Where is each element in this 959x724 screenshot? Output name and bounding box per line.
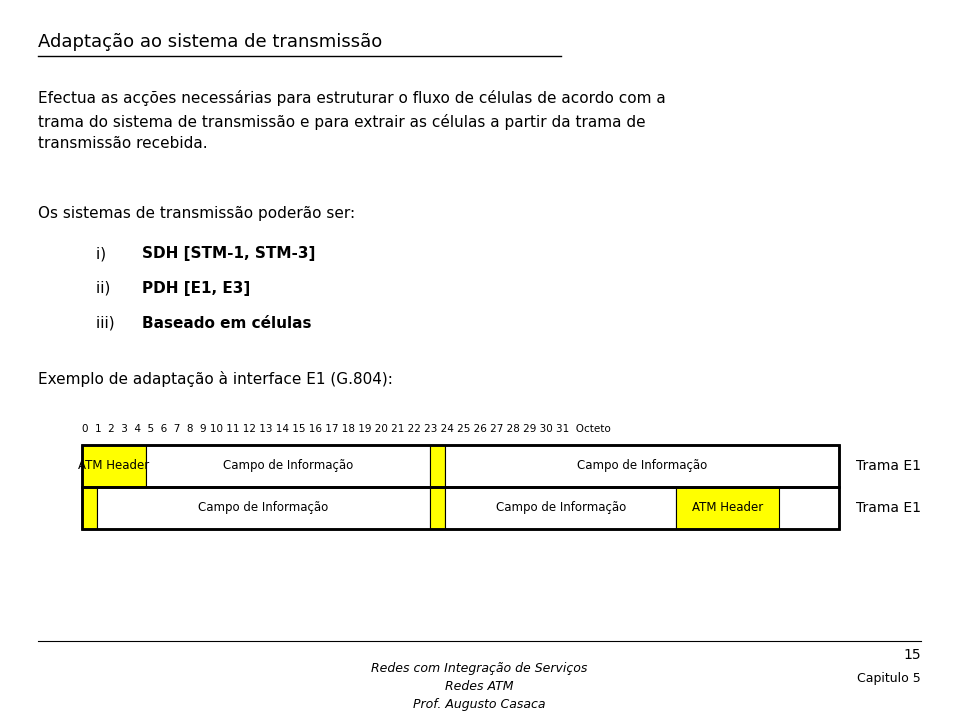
Text: Capitulo 5: Capitulo 5 [857, 672, 921, 685]
Text: 15: 15 [903, 648, 921, 662]
Bar [97, 487, 430, 529]
Bar [445, 445, 839, 487]
Text: Trama E1: Trama E1 [856, 500, 922, 515]
Text: Exemplo de adaptação à interface E1 (G.804):: Exemplo de adaptação à interface E1 (G.8… [38, 371, 393, 387]
Bar [82, 445, 146, 487]
Text: ii): ii) [96, 281, 120, 296]
Text: Baseado em células: Baseado em células [142, 316, 312, 331]
Text: Efectua as acções necessárias para estruturar o fluxo de células de acordo com a: Efectua as acções necessárias para estru… [38, 90, 667, 151]
Text: Campo de Informação: Campo de Informação [577, 460, 708, 472]
Bar [430, 445, 445, 487]
Text: Trama E1: Trama E1 [856, 459, 922, 473]
Text: Os sistemas de transmissão poderão ser:: Os sistemas de transmissão poderão ser: [38, 206, 356, 222]
Bar [445, 487, 676, 529]
Bar [146, 445, 430, 487]
Text: iii): iii) [96, 316, 120, 331]
Bar [82, 487, 97, 529]
Bar [676, 487, 779, 529]
Text: Campo de Informação: Campo de Informação [496, 501, 626, 514]
Text: SDH [STM-1, STM-3]: SDH [STM-1, STM-3] [142, 246, 316, 261]
Text: Campo de Informação: Campo de Informação [222, 460, 353, 472]
Bar [430, 487, 445, 529]
Text: Campo de Informação: Campo de Informação [199, 501, 329, 514]
Text: Redes com Integração de Serviços
Redes ATM
Prof. Augusto Casaca: Redes com Integração de Serviços Redes A… [371, 662, 588, 712]
Text: 0  1  2  3  4  5  6  7  8  9 10 11 12 13 14 15 16 17 18 19 20 21 22 23 24 25 26 : 0 1 2 3 4 5 6 7 8 9 10 11 12 13 14 15 16… [82, 424, 610, 434]
Text: PDH [E1, E3]: PDH [E1, E3] [142, 281, 250, 296]
Text: i): i) [96, 246, 116, 261]
Text: ATM Header: ATM Header [78, 460, 150, 472]
Bar [82, 487, 839, 529]
Text: ATM Header: ATM Header [691, 501, 763, 514]
Bar [82, 445, 839, 529]
Text: Adaptação ao sistema de transmissão: Adaptação ao sistema de transmissão [38, 33, 383, 51]
Bar [82, 445, 839, 487]
